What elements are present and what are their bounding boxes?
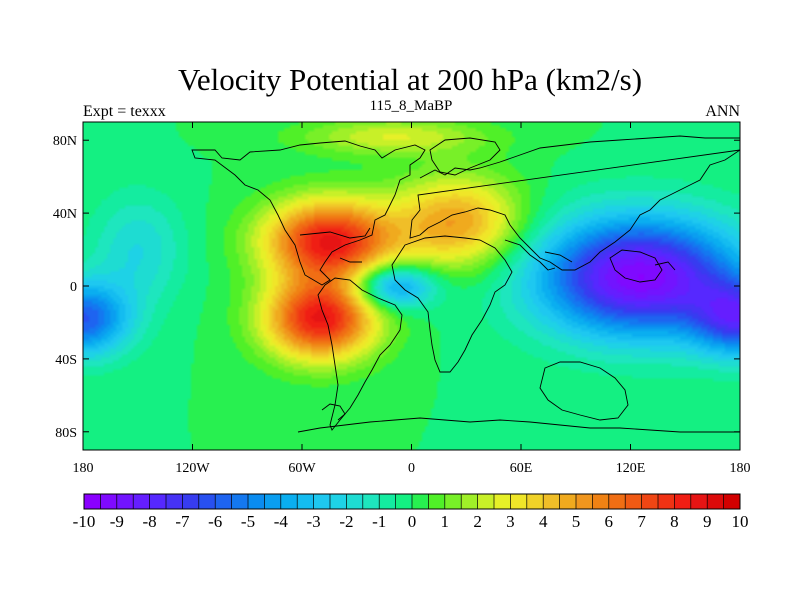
coastline-africa [391,235,513,373]
colorbar-swatch [297,494,314,509]
colorbar-swatch [658,494,675,509]
colorbar-label: -7 [175,512,190,531]
coastline-south-america [317,277,403,431]
colorbar-label: -9 [110,512,124,531]
colorbar-swatch [149,494,167,509]
colorbar-swatch [461,494,478,509]
colorbar-swatch [395,494,413,509]
latitude-axis: 80N 40N 0 40S 80S [53,134,740,441]
colorbar-label: 2 [473,512,482,531]
colorbar-swatch [444,494,462,509]
colorbar-swatch [280,494,298,509]
coastline-maritime-continent [609,249,676,283]
lon-tick-label: 180 [730,461,751,476]
colorbar-label: -8 [143,512,157,531]
season-label: ANN [705,103,740,120]
colorbar-swatch [215,494,232,509]
colorbar-frame [83,493,741,510]
coastline-europe-asia [409,135,740,271]
colorbar-swatch [641,494,659,509]
colorbar-swatch [494,494,511,509]
colorbar-swatch [198,494,216,509]
colorbar-label: 7 [637,512,646,531]
colorbar-swatch [723,494,741,509]
colorbar-label: -6 [208,512,222,531]
colorbar-label: 0 [408,512,417,531]
coastline-australia [539,361,629,421]
colorbar-label: -2 [339,512,353,531]
coastline-arabia-india [504,239,573,271]
colorbar-swatch [428,494,446,509]
colorbar-swatch [362,494,380,509]
colorbar-swatch [346,494,364,509]
colorbar-swatch [707,494,724,509]
lat-tick-label: 80S [55,426,77,441]
colorbar-label: 3 [506,512,515,531]
colorbar-swatch [264,494,282,509]
experiment-label: Expt = texxx [83,103,166,120]
colorbar-swatch [116,494,134,509]
lat-tick-label: 80N [53,134,77,149]
colorbar-swatch [330,494,347,509]
colorbar-swatch [379,494,396,509]
colorbar-swatch [526,494,544,509]
colorbar-label: 10 [732,512,749,531]
lon-tick-label: 120W [175,461,210,476]
colorbar-swatch [412,494,429,509]
lon-tick-label: 120E [616,461,646,476]
map-title: Velocity Potential at 200 hPa (km2/s) [178,62,642,97]
colorbar-label: 5 [572,512,581,531]
coastlines [191,135,740,433]
filled-contours [83,122,740,450]
colorbar-label: -5 [241,512,255,531]
colorbar-swatch [510,494,528,509]
colorbar-label: -4 [274,512,289,531]
lat-tick-label: 40N [53,207,77,222]
colorbar-swatch [576,494,593,509]
lon-tick-label: 60E [510,461,533,476]
colorbar-label: -3 [307,512,321,531]
colorbar-swatch [166,494,183,509]
colorbar-swatch [674,494,692,509]
colorbar-swatch [182,494,200,509]
lon-tick-label: 180 [73,461,94,476]
lon-tick-label: 0 [408,461,415,476]
case-label: 115_8_MaBP [370,98,453,114]
colorbar-swatch [313,494,331,509]
contour-field [83,122,740,450]
colorbar-swatch [477,494,495,509]
colorbar-label: 9 [703,512,712,531]
colorbar-swatch [133,494,150,509]
colorbar-swatch [248,494,265,509]
colorbar-label: 6 [605,512,614,531]
lat-tick-label: 0 [70,280,77,295]
colorbar-swatch [625,494,642,509]
longitude-axis: 180 120W 60W 0 60E 120E 180 [73,122,751,476]
coastline-gulf-caribbean [299,227,371,263]
coastline-greenland [429,137,501,176]
lat-tick-label: 40S [55,353,77,368]
colorbar-swatch [543,494,560,509]
colorbar-label: 8 [670,512,679,531]
colorbar-label: -1 [372,512,386,531]
colorbar-swatch [231,494,249,509]
lon-tick-label: 60W [288,461,316,476]
colorbar: -10 -9 -8 -7 -6 -5 -4 -3 -2 -1 0 1 2 3 4 5 6 7 8 9 10 [73,493,749,531]
colorbar-swatch [608,494,626,509]
colorbar-swatch [84,494,101,509]
colorbar-label: 1 [441,512,450,531]
colorbar-label: 4 [539,512,548,531]
coastline-antarctic-peninsula [321,403,346,421]
coastline-north-america [191,140,426,286]
coastline-antarctica [297,417,740,433]
colorbar-swatch [690,494,708,509]
colorbar-swatch [592,494,610,509]
colorbar-label: -10 [73,512,96,531]
colorbar-swatch [100,494,118,509]
colorbar-swatch [559,494,577,509]
